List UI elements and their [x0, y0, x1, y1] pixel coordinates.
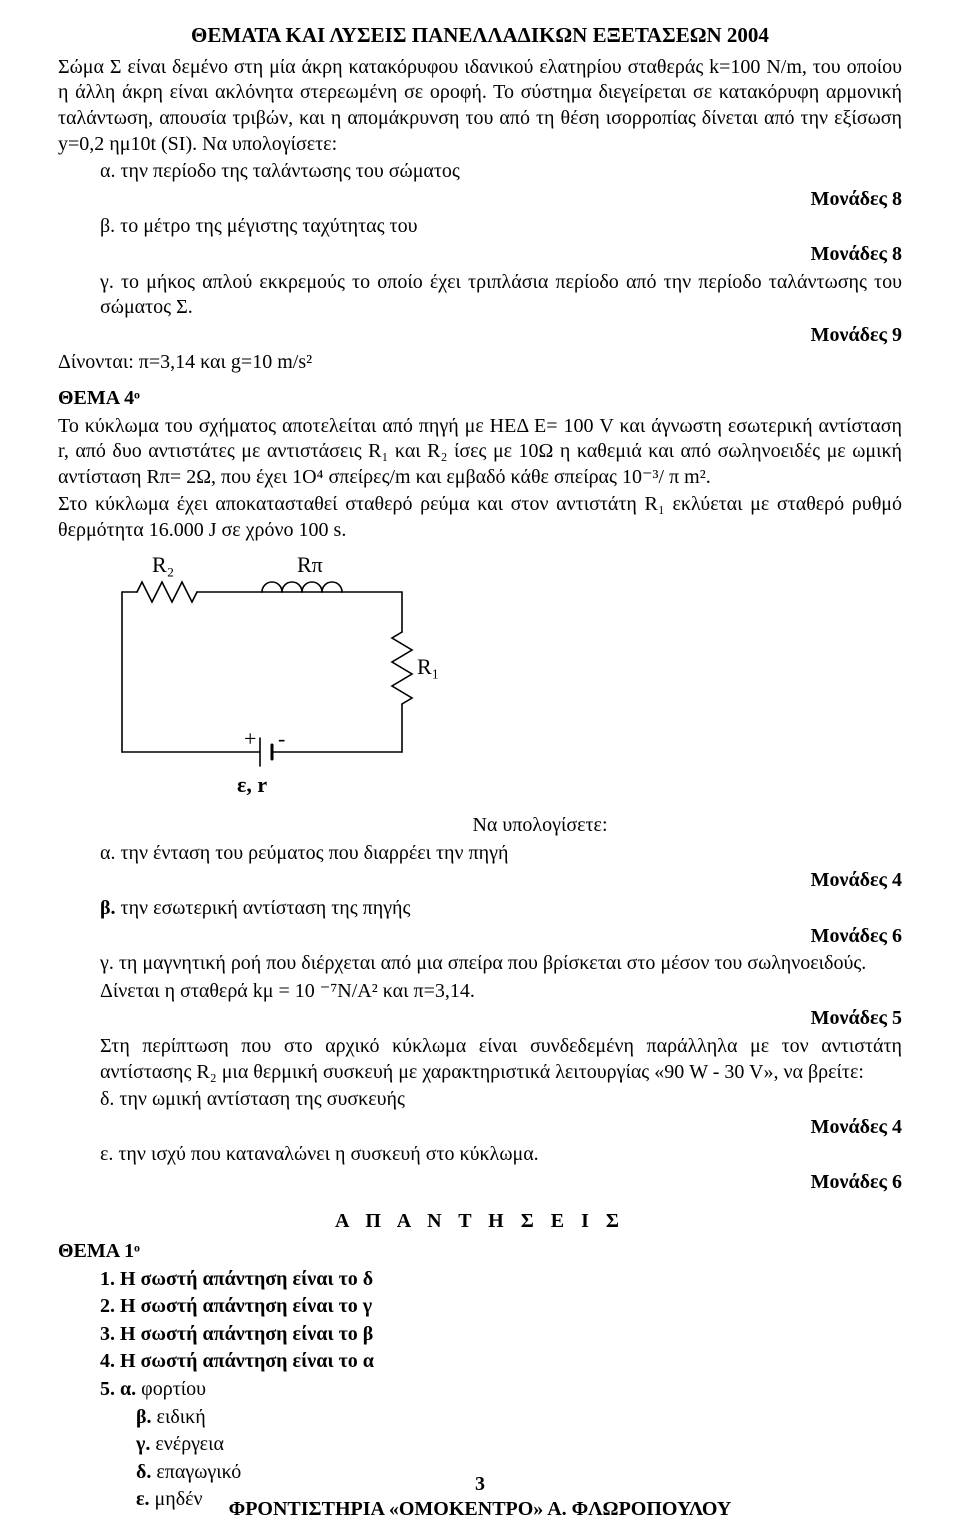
- theme3-c: γ. το μήκος απλού εκκρεμούς το οποίο έχε…: [58, 270, 902, 321]
- theme4-c: γ. τη μαγνητική ροή που διέρχεται από μι…: [58, 951, 902, 977]
- page-number: 3: [0, 1472, 960, 1498]
- ans-5a: 5. α. φορτίου: [100, 1377, 902, 1403]
- theme4-d-grade: Μονάδες 4: [58, 1115, 902, 1141]
- label-R1: R₁: [417, 654, 439, 679]
- answers-theme1-title: ΘΕΜΑ 1ᵒ: [58, 1239, 902, 1265]
- circuit-diagram: R₂ Rπ R₁ + - ε, r: [102, 552, 902, 810]
- theme4-title: ΘΕΜΑ 4ᵒ: [58, 386, 902, 412]
- theme4-b-text: την εσωτερική αντίσταση της πηγής: [121, 897, 411, 919]
- theme4-c-grade: Μονάδες 5: [58, 1006, 902, 1032]
- theme3-a-grade: Μονάδες 8: [58, 187, 902, 213]
- theme3-b: β. το μέτρο της μέγιστης ταχύτητας του: [58, 214, 902, 240]
- theme3-b-grade: Μονάδες 8: [58, 242, 902, 268]
- ans-1: 1. Η σωστή απάντηση είναι το δ: [100, 1267, 902, 1293]
- theme4-intro2: Στο κύκλωμα έχει αποκατασταθεί σταθερό ρ…: [58, 492, 902, 543]
- theme4-b: β. την εσωτερική αντίσταση της πηγής: [58, 896, 902, 922]
- theme4-d: δ. την ωμική αντίσταση της συσκευής: [58, 1087, 902, 1113]
- ans-5b: β. ειδική: [100, 1405, 902, 1431]
- answers-heading: Α Π Α Ν Τ Η Σ Ε Ι Σ: [58, 1209, 902, 1235]
- page-footer: 3 ΦΡΟΝΤΙΣΤΗΡΙΑ «ΟΜΟΚΕΝΤΡΟ» Α. ΦΛΩΡΟΠΟΥΛΟ…: [0, 1472, 960, 1523]
- theme4-intro1: Το κύκλωμα του σχήματος αποτελείται από …: [58, 414, 902, 491]
- theme3-intro: Σώμα Σ είναι δεμένο στη μία άκρη κατακόρ…: [58, 55, 902, 157]
- page-header: ΘΕΜΑΤΑ ΚΑΙ ΛΥΣΕΙΣ ΠΑΝΕΛΛΑΔΙΚΩΝ ΕΞΕΤΑΣΕΩΝ…: [58, 22, 902, 49]
- theme4-a-grade: Μονάδες 4: [58, 868, 902, 894]
- theme3-a: α. την περίοδο της ταλάντωσης του σώματο…: [58, 159, 902, 185]
- theme4-b-grade: Μονάδες 6: [58, 924, 902, 950]
- ans-2: 2. Η σωστή απάντηση είναι το γ: [100, 1294, 902, 1320]
- circuit-svg: R₂ Rπ R₁ + - ε, r: [102, 552, 442, 802]
- page: ΘΕΜΑΤΑ ΚΑΙ ΛΥΣΕΙΣ ΠΑΝΕΛΛΑΔΙΚΩΝ ΕΞΕΤΑΣΕΩΝ…: [0, 0, 960, 1535]
- theme4-a: α. την ένταση του ρεύματος που διαρρέει …: [58, 841, 902, 867]
- label-Rpi: Rπ: [297, 552, 323, 577]
- theme4-calc-prompt: Να υπολογίσετε:: [178, 813, 902, 839]
- label-minus: -: [278, 726, 285, 751]
- label-plus: +: [244, 726, 256, 751]
- label-R2: R₂: [152, 552, 174, 577]
- label-source: ε, r: [237, 772, 267, 797]
- theme3-given: Δίνονται: π=3,14 και g=10 m/s²: [58, 350, 902, 376]
- theme3-c-grade: Μονάδες 9: [58, 323, 902, 349]
- theme4-d-intro: Στη περίπτωση που στο αρχικό κύκλωμα είν…: [58, 1034, 902, 1085]
- footer-line: ΦΡΟΝΤΙΣΤΗΡΙΑ «ΟΜΟΚΕΝΤΡΟ» Α. ΦΛΩΡΟΠΟΥΛΟΥ: [0, 1497, 960, 1523]
- theme4-e: ε. την ισχύ που καταναλώνει η συσκευή στ…: [58, 1142, 902, 1168]
- theme4-e-grade: Μονάδες 6: [58, 1170, 902, 1196]
- theme4-c-given: Δίνεται η σταθερά kμ = 10 ⁻⁷N/A² και π=3…: [58, 979, 902, 1005]
- ans-4: 4. Η σωστή απάντηση είναι το α: [100, 1349, 902, 1375]
- ans-3: 3. Η σωστή απάντηση είναι το β: [100, 1322, 902, 1348]
- ans-5c: γ. ενέργεια: [100, 1432, 902, 1458]
